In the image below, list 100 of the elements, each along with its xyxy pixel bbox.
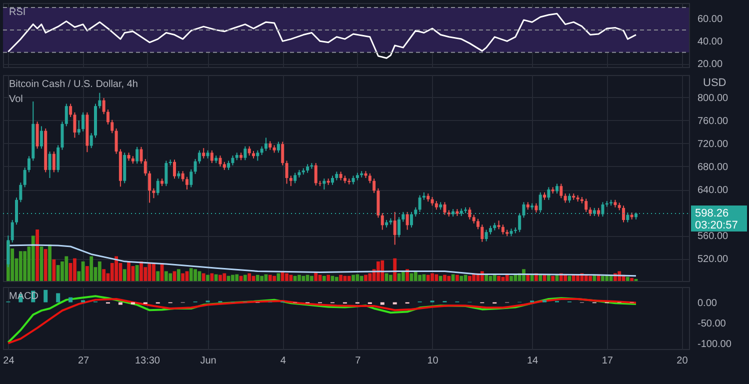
bar xyxy=(272,276,276,281)
candlestick xyxy=(264,137,268,152)
candlestick xyxy=(136,146,139,164)
candlestick xyxy=(23,167,26,188)
candlestick xyxy=(198,150,201,164)
candlestick xyxy=(140,146,143,164)
bar xyxy=(276,273,280,281)
bar xyxy=(56,265,60,281)
candlestick xyxy=(181,170,184,182)
candlestick xyxy=(564,193,567,204)
bar xyxy=(501,276,505,281)
candlestick xyxy=(52,151,56,173)
candlestick xyxy=(480,224,484,242)
y-tick-label: 60.00 xyxy=(698,14,723,26)
bar xyxy=(572,274,576,281)
candlestick xyxy=(501,224,504,235)
bar xyxy=(456,274,459,281)
bar xyxy=(114,256,118,281)
y-tick-label: 520.00 xyxy=(698,254,729,266)
bar xyxy=(393,258,397,281)
y-tick-label: 720.00 xyxy=(698,138,729,150)
bar xyxy=(492,274,496,281)
candlestick xyxy=(398,216,401,238)
candlestick xyxy=(227,160,230,170)
candlestick xyxy=(547,186,550,200)
candlestick xyxy=(194,158,197,174)
candlestick xyxy=(185,176,188,190)
bar xyxy=(601,276,604,281)
bar xyxy=(168,273,172,281)
chart-title: Vol xyxy=(9,94,23,105)
bar xyxy=(131,266,135,281)
x-tick-label: 10 xyxy=(427,356,439,366)
bar xyxy=(243,274,247,281)
bar xyxy=(18,251,22,281)
bar xyxy=(140,261,143,281)
bar xyxy=(176,269,180,281)
bar xyxy=(505,274,509,281)
bar xyxy=(356,274,360,281)
bar xyxy=(260,276,264,281)
bar xyxy=(497,276,500,281)
candlestick xyxy=(622,205,626,223)
bar xyxy=(418,274,422,281)
candlestick xyxy=(330,175,334,186)
candlestick xyxy=(82,112,85,132)
candlestick xyxy=(106,109,110,125)
bar xyxy=(443,274,446,281)
candlestick xyxy=(64,103,68,127)
bar xyxy=(172,271,176,281)
bar xyxy=(584,274,588,281)
bar xyxy=(368,273,372,281)
y-tick-label: 40.00 xyxy=(698,36,723,48)
x-tick-label: 17 xyxy=(602,356,614,366)
candlestick xyxy=(484,229,488,242)
candlestick xyxy=(281,141,284,166)
x-tick-label: 24 xyxy=(3,356,15,366)
bar xyxy=(360,276,364,281)
bar xyxy=(302,276,306,281)
bar xyxy=(339,274,343,281)
bar xyxy=(326,274,330,281)
candlestick xyxy=(19,182,22,203)
bar xyxy=(31,236,35,281)
bar xyxy=(218,274,222,281)
bar xyxy=(298,274,301,281)
candlestick xyxy=(534,202,538,214)
candlestick xyxy=(244,146,247,161)
candlestick xyxy=(393,211,396,246)
candlestick xyxy=(152,188,156,199)
candlestick xyxy=(476,218,480,230)
y-tick-label: 680.00 xyxy=(698,162,729,173)
candlestick xyxy=(190,168,193,188)
bar xyxy=(510,276,513,281)
bar xyxy=(460,276,464,281)
bar xyxy=(630,278,634,281)
x-tick-label: 7 xyxy=(355,356,362,366)
bar xyxy=(189,268,193,281)
text: USD xyxy=(703,77,726,89)
bar xyxy=(185,271,189,281)
bar xyxy=(135,265,139,281)
bar xyxy=(310,276,314,281)
y-tick-label: 800.00 xyxy=(698,92,729,104)
candlestick xyxy=(231,155,234,166)
bar xyxy=(538,274,542,281)
bar xyxy=(484,274,488,281)
candlestick xyxy=(368,172,372,184)
candlestick xyxy=(406,211,409,230)
candlestick xyxy=(114,128,118,154)
bar xyxy=(322,276,326,281)
candlestick xyxy=(256,150,260,162)
bar xyxy=(426,274,430,281)
bar xyxy=(64,256,68,281)
bar xyxy=(181,273,185,281)
candlestick xyxy=(98,92,102,109)
bar xyxy=(364,274,368,281)
bar xyxy=(127,261,130,281)
bar xyxy=(447,276,451,281)
candlestick xyxy=(27,156,30,173)
bar xyxy=(52,259,56,281)
candlestick xyxy=(276,141,280,154)
bar xyxy=(36,230,39,281)
candlestick xyxy=(156,178,160,196)
